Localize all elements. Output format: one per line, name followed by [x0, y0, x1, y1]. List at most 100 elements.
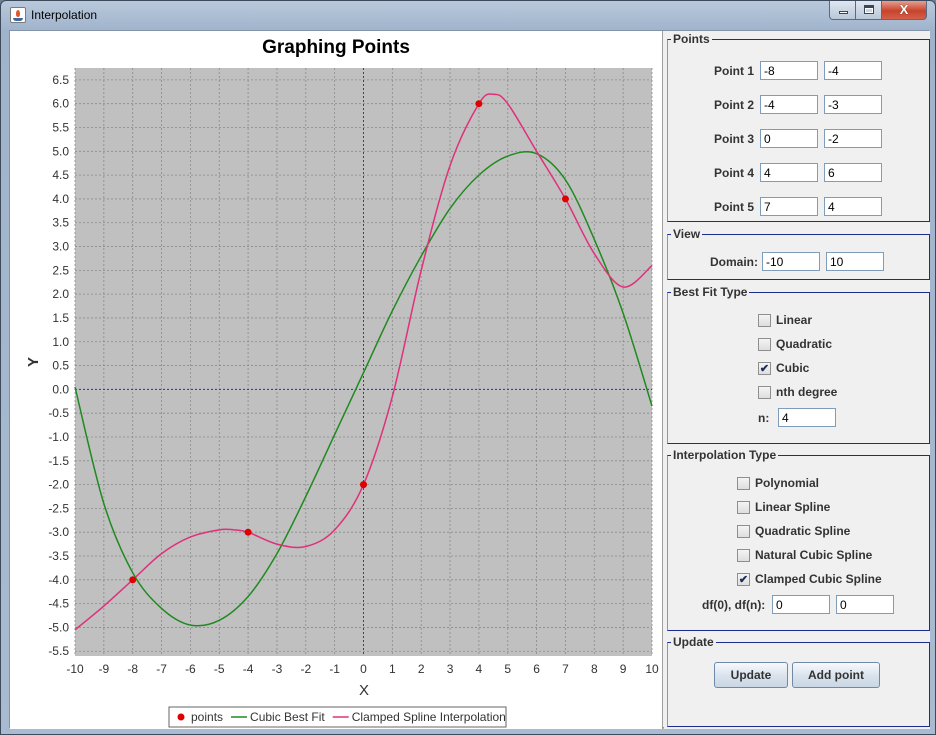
- best-fit-quadratic-checkbox[interactable]: [758, 337, 771, 351]
- derivative-row: df(0), df(n):: [702, 595, 894, 614]
- best-fit-nth-degree-option[interactable]: nth degree: [758, 385, 837, 399]
- x-tick-label: 1: [389, 662, 396, 676]
- data-point: [129, 576, 137, 584]
- legend-label: Cubic Best Fit: [250, 710, 325, 724]
- df0-field[interactable]: [772, 595, 830, 614]
- best-fit-linear-checkbox[interactable]: [758, 313, 771, 327]
- x-tick-label: -10: [66, 662, 84, 676]
- x-tick-label: 0: [360, 662, 367, 676]
- n-degree-label: n:: [758, 410, 770, 425]
- interp-clamped-cubic-spline-checkbox[interactable]: ✔: [737, 572, 750, 586]
- point-1-y-field[interactable]: [824, 61, 882, 80]
- x-axis-label: X: [359, 682, 369, 699]
- point-5-y-field[interactable]: [824, 197, 882, 216]
- data-point: [360, 481, 367, 489]
- minimize-icon: [839, 11, 848, 14]
- interpolation-group-title: Interpolation Type: [673, 448, 777, 462]
- y-tick-label: 2.5: [52, 263, 69, 277]
- legend-marker-points: [177, 713, 185, 721]
- java-app-icon: [10, 7, 26, 23]
- window-client-area: Graphing Points -10 -9 -8 -7 -6 -5 -4 -3 -2 -1 0 1 2…: [9, 30, 930, 729]
- interp-polynomial-checkbox[interactable]: [737, 476, 750, 490]
- series-layer: [74, 93, 653, 631]
- chart: Graphing Points -10 -9 -8 -7 -6 -5 -4 -3 -2 -1 0 1 2…: [25, 37, 659, 728]
- y-tick-label: 5.0: [52, 144, 69, 158]
- maximize-button[interactable]: [856, 1, 882, 20]
- close-icon: X: [899, 2, 909, 17]
- add-point-button[interactable]: Add point: [792, 662, 880, 688]
- x-tick-label: 3: [447, 662, 454, 676]
- y-tick-label: -4.0: [48, 573, 69, 587]
- point-2-label: Point 2: [714, 97, 755, 112]
- y-tick-label: 3.5: [52, 216, 69, 230]
- point-row-1: Point 1: [714, 61, 882, 80]
- y-tick-label: -0.5: [48, 406, 69, 420]
- title-bar[interactable]: Interpolation X: [1, 1, 935, 29]
- point-1-x-field[interactable]: [760, 61, 818, 80]
- point-3-y-field[interactable]: [824, 129, 882, 148]
- x-tick-label: -1: [329, 662, 340, 676]
- y-tick-label: 0.0: [52, 382, 69, 396]
- minimize-button[interactable]: [829, 1, 856, 20]
- point-4-x-field[interactable]: [760, 163, 818, 182]
- domain-min-field[interactable]: [762, 252, 820, 271]
- dfn-field[interactable]: [836, 595, 894, 614]
- point-5-x-field[interactable]: [760, 197, 818, 216]
- point-3-x-field[interactable]: [760, 129, 818, 148]
- data-point: [244, 528, 252, 536]
- domain-max-field[interactable]: [826, 252, 884, 271]
- data-point: [475, 100, 483, 108]
- x-tick-label: 9: [620, 662, 627, 676]
- interp-clamped-cubic-spline-option[interactable]: ✔ Clamped Cubic Spline: [737, 572, 882, 586]
- x-tick-label: 5: [504, 662, 511, 676]
- x-tick-label: -2: [300, 662, 311, 676]
- update-button[interactable]: Update: [714, 662, 788, 688]
- point-4-label: Point 4: [714, 165, 755, 180]
- y-tick-label: -1.5: [48, 454, 69, 468]
- best-fit-cubic-option[interactable]: ✔ Cubic: [758, 361, 809, 375]
- interp-clamped-cubic-spline-label: Clamped Cubic Spline: [755, 572, 882, 586]
- n-degree-field[interactable]: [778, 408, 836, 427]
- best-fit-quadratic-option[interactable]: Quadratic: [758, 337, 832, 351]
- best-fit-linear-option[interactable]: Linear: [758, 313, 812, 327]
- y-tick-label: -2.5: [48, 501, 69, 515]
- x-tick-label: 8: [591, 662, 598, 676]
- best-fit-linear-label: Linear: [776, 313, 813, 327]
- y-tick-label: 5.5: [52, 121, 69, 135]
- point-2-x-field[interactable]: [760, 95, 818, 114]
- interp-linear-spline-checkbox[interactable]: [737, 500, 750, 514]
- interp-polynomial-option[interactable]: Polynomial: [737, 476, 819, 490]
- interp-natural-cubic-spline-checkbox[interactable]: [737, 548, 750, 562]
- interp-quadratic-spline-checkbox[interactable]: [737, 524, 750, 538]
- points-group-title: Points: [673, 32, 710, 46]
- point-2-y-field[interactable]: [824, 95, 882, 114]
- best-fit-nth-degree-label: nth degree: [776, 385, 838, 399]
- interp-quadratic-spline-option[interactable]: Quadratic Spline: [737, 524, 850, 538]
- best-fit-cubic-label: Cubic: [776, 361, 810, 375]
- x-tick-label: -8: [127, 662, 138, 676]
- point-5-label: Point 5: [714, 199, 755, 214]
- y-tick-label: 1.5: [52, 311, 69, 325]
- close-button[interactable]: X: [882, 1, 927, 20]
- x-tick-label: -7: [156, 662, 167, 676]
- y-tick-label: 0.5: [52, 359, 69, 373]
- x-tick-label: -5: [214, 662, 225, 676]
- interp-polynomial-label: Polynomial: [755, 476, 820, 490]
- best-fit-cubic-checkbox[interactable]: ✔: [758, 361, 771, 375]
- interp-linear-spline-label: Linear Spline: [755, 500, 831, 514]
- legend-label: Clamped Spline Interpolation: [352, 710, 506, 724]
- x-tick-label: -9: [99, 662, 110, 676]
- interp-natural-cubic-spline-option[interactable]: Natural Cubic Spline: [737, 548, 872, 562]
- best-fit-nth-degree-checkbox[interactable]: [758, 385, 771, 399]
- derivative-label: df(0), df(n):: [702, 597, 766, 612]
- control-panel: Points Point 1 Point 2 Point 3: [664, 31, 930, 729]
- y-tick-label: 4.5: [52, 168, 69, 182]
- x-tick-label: 7: [562, 662, 569, 676]
- point-4-y-field[interactable]: [824, 163, 882, 182]
- maximize-icon: [864, 5, 874, 14]
- view-group: View Domain:: [667, 227, 930, 280]
- interp-linear-spline-option[interactable]: Linear Spline: [737, 500, 830, 514]
- best-fit-group-title: Best Fit Type: [673, 285, 748, 299]
- x-tick-label: 2: [418, 662, 425, 676]
